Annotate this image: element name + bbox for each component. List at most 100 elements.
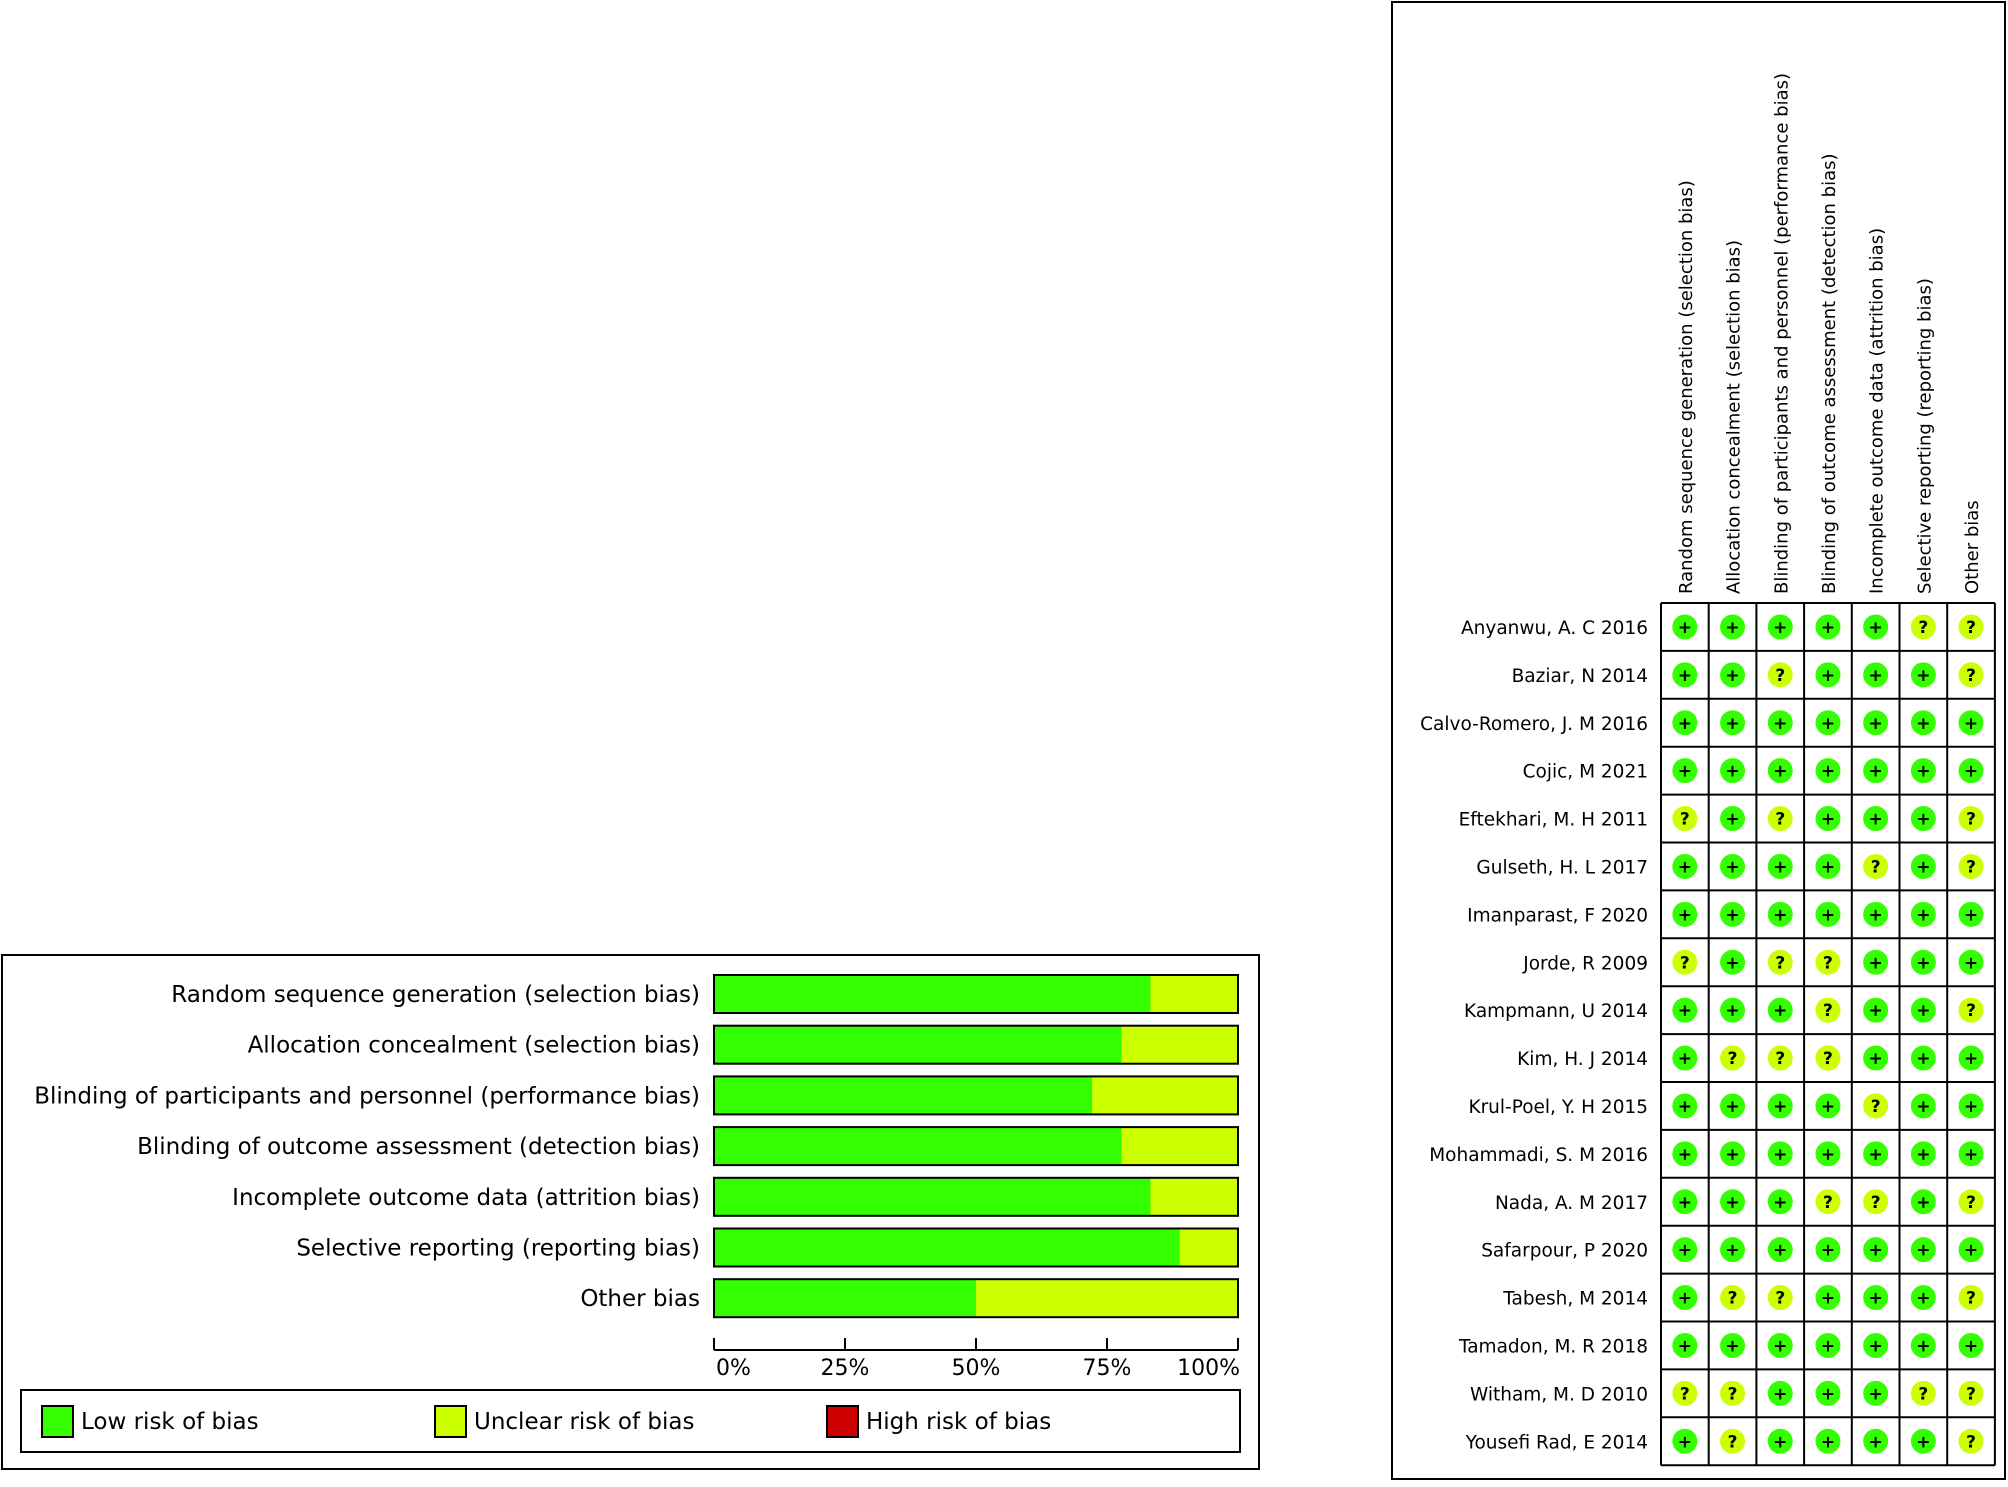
rating-symbol: +: [1725, 1193, 1739, 1213]
rating-circle-low-risk: [1815, 853, 1841, 879]
rating-symbol: ?: [1775, 1049, 1785, 1069]
rating-circle-low-risk: [1720, 1093, 1746, 1119]
rating-symbol: +: [1725, 714, 1739, 734]
rating-symbol: ?: [1728, 1384, 1738, 1404]
rating-circle-low-risk: [1672, 1189, 1698, 1215]
rating-symbol: ?: [1871, 1193, 1881, 1213]
rating-symbol: +: [1916, 953, 1930, 973]
rating-circle-low-risk: [1863, 1285, 1889, 1311]
rating-symbol: +: [1869, 810, 1883, 830]
rating-symbol: +: [1678, 1049, 1692, 1069]
rating-circle-unclear-risk: [1863, 1189, 1889, 1215]
rating-symbol: +: [1773, 857, 1787, 877]
rating-symbol: +: [1821, 1432, 1835, 1452]
study-label: Safarpour, P 2020: [1481, 1241, 1648, 1262]
legend-label: High risk of bias: [866, 1409, 1051, 1435]
rating-symbol: +: [1725, 1336, 1739, 1356]
rating-circle-low-risk: [1910, 1093, 1936, 1119]
rating-symbol: +: [1916, 1049, 1930, 1069]
rating-symbol: +: [1869, 618, 1883, 638]
rating-circle-low-risk: [1720, 1332, 1746, 1358]
bar-outline: [713, 1126, 1239, 1167]
rating-circle-low-risk: [1767, 853, 1793, 879]
legend-swatch: [41, 1405, 74, 1438]
bar-outline: [713, 1075, 1239, 1116]
rating-symbol: +: [1869, 905, 1883, 925]
rating-symbol: ?: [1680, 810, 1690, 830]
rating-circle-unclear-risk: [1863, 1093, 1889, 1119]
rating-circle-low-risk: [1815, 1141, 1841, 1167]
rating-circle-unclear-risk: [1767, 1285, 1793, 1311]
rating-circle-low-risk: [1767, 710, 1793, 736]
study-label: Tabesh, M 2014: [1502, 1289, 1648, 1310]
rating-symbol: +: [1773, 1432, 1787, 1452]
rating-circle-low-risk: [1910, 1428, 1936, 1454]
rating-circle-low-risk: [1863, 614, 1889, 640]
study-label: Cojic, M 2021: [1523, 762, 1648, 783]
category-label: Blinding of participants and personnel (…: [34, 1083, 700, 1109]
rating-circle-low-risk: [1863, 997, 1889, 1023]
rating-symbol: ?: [1966, 666, 1976, 686]
rating-circle-low-risk: [1863, 1141, 1889, 1167]
rating-circle-low-risk: [1672, 1093, 1698, 1119]
rating-circle-low-risk: [1958, 758, 1984, 784]
rating-symbol: +: [1821, 618, 1835, 638]
rating-circle-unclear-risk: [1815, 1189, 1841, 1215]
rating-symbol: +: [1678, 666, 1692, 686]
study-label: Imanparast, F 2020: [1467, 905, 1648, 926]
rating-circle-low-risk: [1863, 949, 1889, 975]
rating-symbol: +: [1964, 1241, 1978, 1261]
rating-symbol: ?: [1775, 810, 1785, 830]
rating-circle-low-risk: [1672, 1332, 1698, 1358]
rating-circle-low-risk: [1672, 1045, 1698, 1071]
x-axis-tick-label: 0%: [716, 1356, 751, 1381]
bar-segment-0: [714, 975, 1151, 1013]
rating-symbol: +: [1916, 1289, 1930, 1309]
x-axis-tick-label: 50%: [952, 1356, 1001, 1381]
rating-symbol: +: [1821, 1145, 1835, 1165]
rating-circle-unclear-risk: [1720, 1045, 1746, 1071]
rating-circle-low-risk: [1863, 758, 1889, 784]
bar-segment-1: [1121, 1127, 1238, 1166]
study-label: Jorde, R 2009: [1522, 953, 1648, 974]
rating-symbol: +: [1869, 1241, 1883, 1261]
bar-segment-0: [714, 1177, 1151, 1216]
rating-circle-low-risk: [1863, 710, 1889, 736]
rating-circle-low-risk: [1958, 1093, 1984, 1119]
bar-outline: [713, 974, 1239, 1014]
rating-circle-low-risk: [1767, 1332, 1793, 1358]
study-label: Calvo-Romero, J. M 2016: [1420, 714, 1648, 735]
rating-symbol: +: [1821, 666, 1835, 686]
rating-symbol: +: [1725, 1097, 1739, 1117]
rating-symbol: ?: [1823, 1193, 1833, 1213]
rating-symbol: +: [1725, 953, 1739, 973]
rating-circle-unclear-risk: [1720, 1380, 1746, 1406]
column-header: Other bias: [1962, 500, 1983, 594]
study-label: Kampmann, U 2014: [1464, 1001, 1648, 1022]
rating-symbol: +: [1821, 762, 1835, 782]
rating-symbol: +: [1725, 1241, 1739, 1261]
rating-symbol: +: [1916, 1145, 1930, 1165]
rating-symbol: +: [1821, 1097, 1835, 1117]
rating-circle-low-risk: [1815, 1285, 1841, 1311]
rating-symbol: +: [1964, 1336, 1978, 1356]
rating-circle-unclear-risk: [1958, 662, 1984, 688]
bar-segment-1: [1150, 975, 1238, 1013]
rating-circle-low-risk: [1672, 997, 1698, 1023]
study-label: Krul-Poel, Y. H 2015: [1468, 1097, 1648, 1118]
rating-symbol: ?: [1680, 1384, 1690, 1404]
rating-symbol: +: [1964, 1097, 1978, 1117]
rating-circle-unclear-risk: [1958, 997, 1984, 1023]
rating-circle-low-risk: [1958, 901, 1984, 927]
rating-symbol: ?: [1918, 618, 1928, 638]
rating-symbol: ?: [1728, 1432, 1738, 1452]
bar-segment-0: [714, 1279, 976, 1318]
rating-symbol: +: [1678, 1145, 1692, 1165]
rating-symbol: +: [1678, 1289, 1692, 1309]
rating-circle-unclear-risk: [1863, 853, 1889, 879]
rating-symbol: +: [1916, 1001, 1930, 1021]
rating-circle-unclear-risk: [1672, 949, 1698, 975]
rating-circle-low-risk: [1720, 901, 1746, 927]
rating-symbol: ?: [1966, 1432, 1976, 1452]
rating-symbol: +: [1678, 1241, 1692, 1261]
